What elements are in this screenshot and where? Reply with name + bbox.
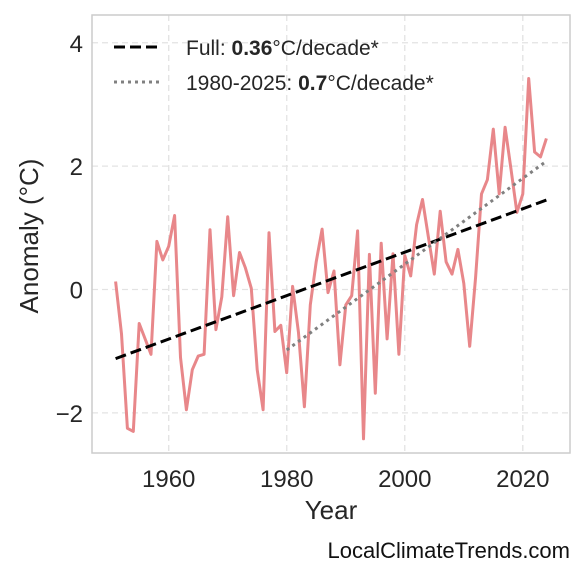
x-tick-label: 2000 bbox=[378, 466, 431, 493]
legend-full-value: 0.36 bbox=[232, 37, 273, 60]
series-line bbox=[114, 77, 548, 441]
y-tick-label: 2 bbox=[70, 154, 83, 181]
x-tick-labels: 1960 1980 2000 2020 bbox=[142, 466, 549, 493]
y-tick-label: 4 bbox=[70, 31, 83, 58]
legend-full-prefix: Full: bbox=[186, 37, 232, 60]
trend-lines-top bbox=[115, 159, 548, 361]
y-axis-label: Anomaly (°C) bbox=[14, 159, 44, 314]
x-tick-label: 1980 bbox=[260, 466, 313, 493]
trend-line-1980-2025 bbox=[285, 159, 548, 352]
y-tick-label: 0 bbox=[70, 278, 83, 305]
legend-1980-prefix: 1980-2025: bbox=[186, 72, 298, 95]
x-tick-label: 2020 bbox=[496, 466, 549, 493]
plot-frame bbox=[91, 14, 571, 454]
trend-line-full bbox=[115, 198, 547, 361]
legend-1980-suffix: °C/decade* bbox=[327, 72, 433, 95]
x-tick-label: 1960 bbox=[142, 466, 195, 493]
legend: Full: 0.36°C/decade* 1980-2025: 0.7°C/de… bbox=[114, 37, 434, 95]
legend-full-suffix: °C/decade* bbox=[272, 37, 378, 60]
legend-entry-full: Full: 0.36°C/decade* bbox=[186, 37, 379, 60]
y-tick-labels: −2 0 2 4 bbox=[56, 31, 83, 428]
legend-entry-1980: 1980-2025: 0.7°C/decade* bbox=[186, 72, 434, 95]
watermark: LocalClimateTrends.com bbox=[327, 538, 571, 563]
grid bbox=[92, 15, 570, 453]
x-axis-label: Year bbox=[305, 495, 358, 525]
y-tick-label: −2 bbox=[56, 401, 83, 428]
legend-1980-value: 0.7 bbox=[298, 72, 327, 95]
